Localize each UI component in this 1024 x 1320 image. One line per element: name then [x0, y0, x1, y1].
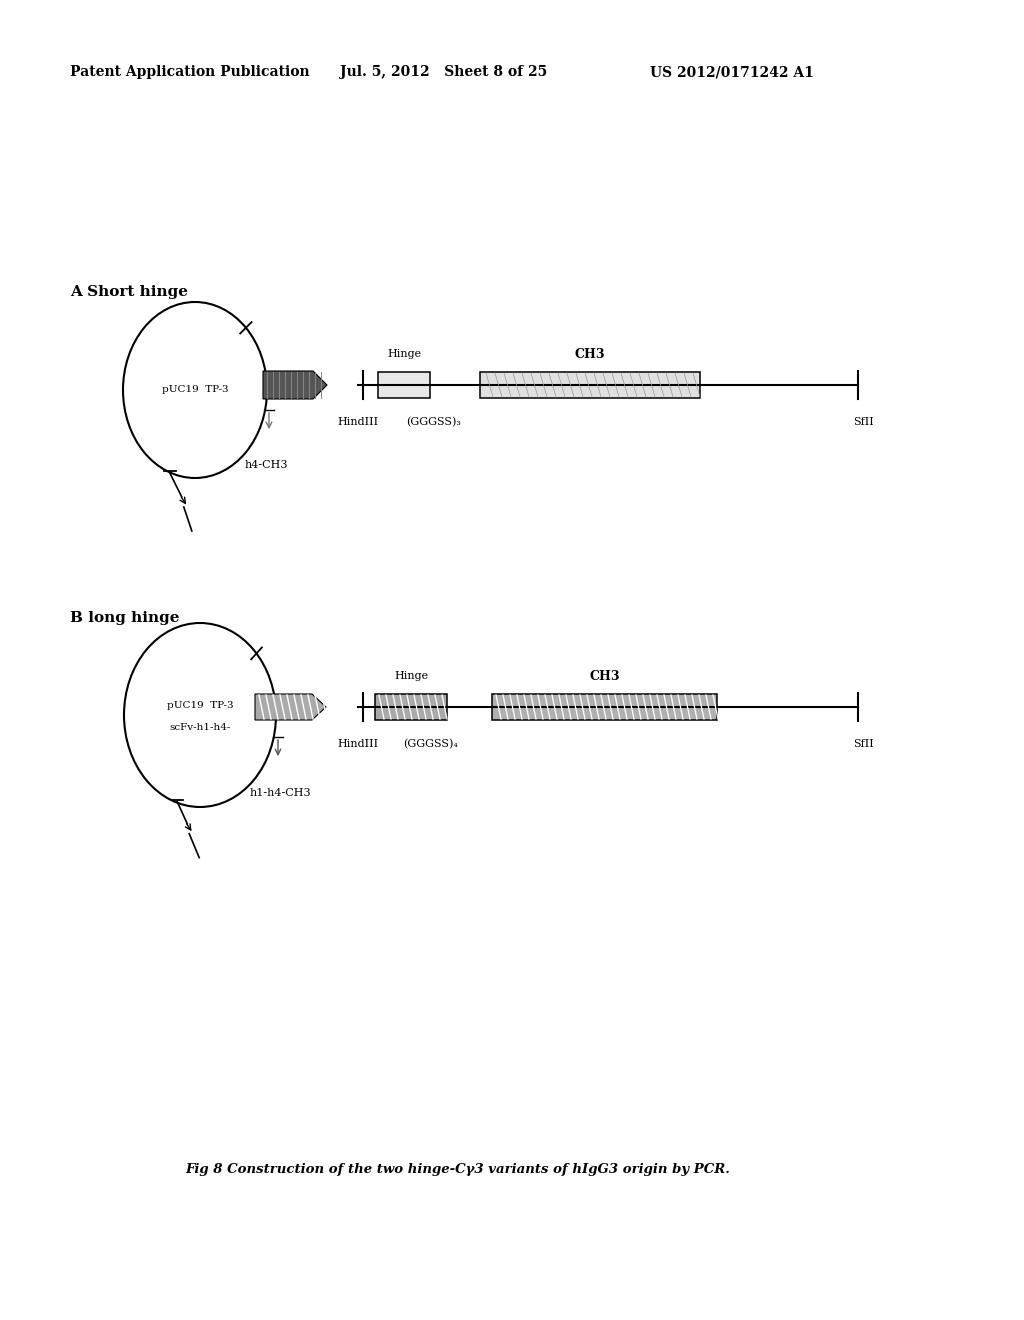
Text: Jul. 5, 2012   Sheet 8 of 25: Jul. 5, 2012 Sheet 8 of 25 [340, 65, 547, 79]
Text: h4-CH3: h4-CH3 [245, 459, 289, 470]
FancyArrow shape [255, 694, 326, 719]
Text: B long hinge: B long hinge [70, 611, 179, 624]
Text: HindIII: HindIII [338, 739, 379, 748]
Text: Hinge: Hinge [387, 348, 421, 359]
Bar [378, 372, 430, 399]
Text: Patent Application Publication: Patent Application Publication [70, 65, 309, 79]
FancyArrow shape [263, 371, 327, 399]
Text: pUC19  TP-3: pUC19 TP-3 [162, 385, 228, 395]
Text: SfII: SfII [853, 739, 873, 748]
Text: Hinge: Hinge [394, 671, 428, 681]
Text: SfII: SfII [853, 417, 873, 426]
Text: CH3: CH3 [574, 347, 605, 360]
Text: (GGGSS)₃: (GGGSS)₃ [407, 417, 462, 428]
Text: Fig 8 Construction of the two hinge-Cγ3 variants of hIgG3 origin by PCR.: Fig 8 Construction of the two hinge-Cγ3 … [185, 1163, 730, 1176]
Text: CH3: CH3 [589, 669, 620, 682]
Text: (GGGSS)₄: (GGGSS)₄ [403, 739, 459, 750]
Bar [480, 372, 700, 399]
Bar [375, 694, 447, 719]
Text: A Short hinge: A Short hinge [70, 285, 188, 300]
Bar [492, 694, 717, 719]
Text: HindIII: HindIII [338, 417, 379, 426]
Text: scFv-h1-h4-: scFv-h1-h4- [169, 722, 230, 731]
Text: US 2012/0171242 A1: US 2012/0171242 A1 [650, 65, 814, 79]
Text: pUC19  TP-3: pUC19 TP-3 [167, 701, 233, 710]
Text: h1-h4-CH3: h1-h4-CH3 [250, 788, 311, 799]
